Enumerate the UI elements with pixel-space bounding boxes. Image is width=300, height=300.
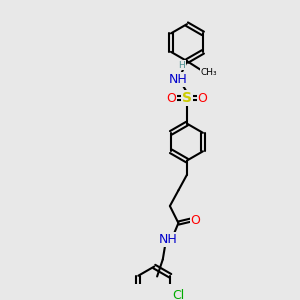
Text: S: S <box>182 91 192 105</box>
Text: NH: NH <box>169 73 188 86</box>
Text: O: O <box>190 214 200 227</box>
Text: NH: NH <box>159 233 178 246</box>
Text: O: O <box>167 92 176 104</box>
Text: CH₃: CH₃ <box>200 68 217 77</box>
Text: O: O <box>198 92 208 104</box>
Text: H: H <box>178 61 185 70</box>
Text: Cl: Cl <box>172 289 184 300</box>
